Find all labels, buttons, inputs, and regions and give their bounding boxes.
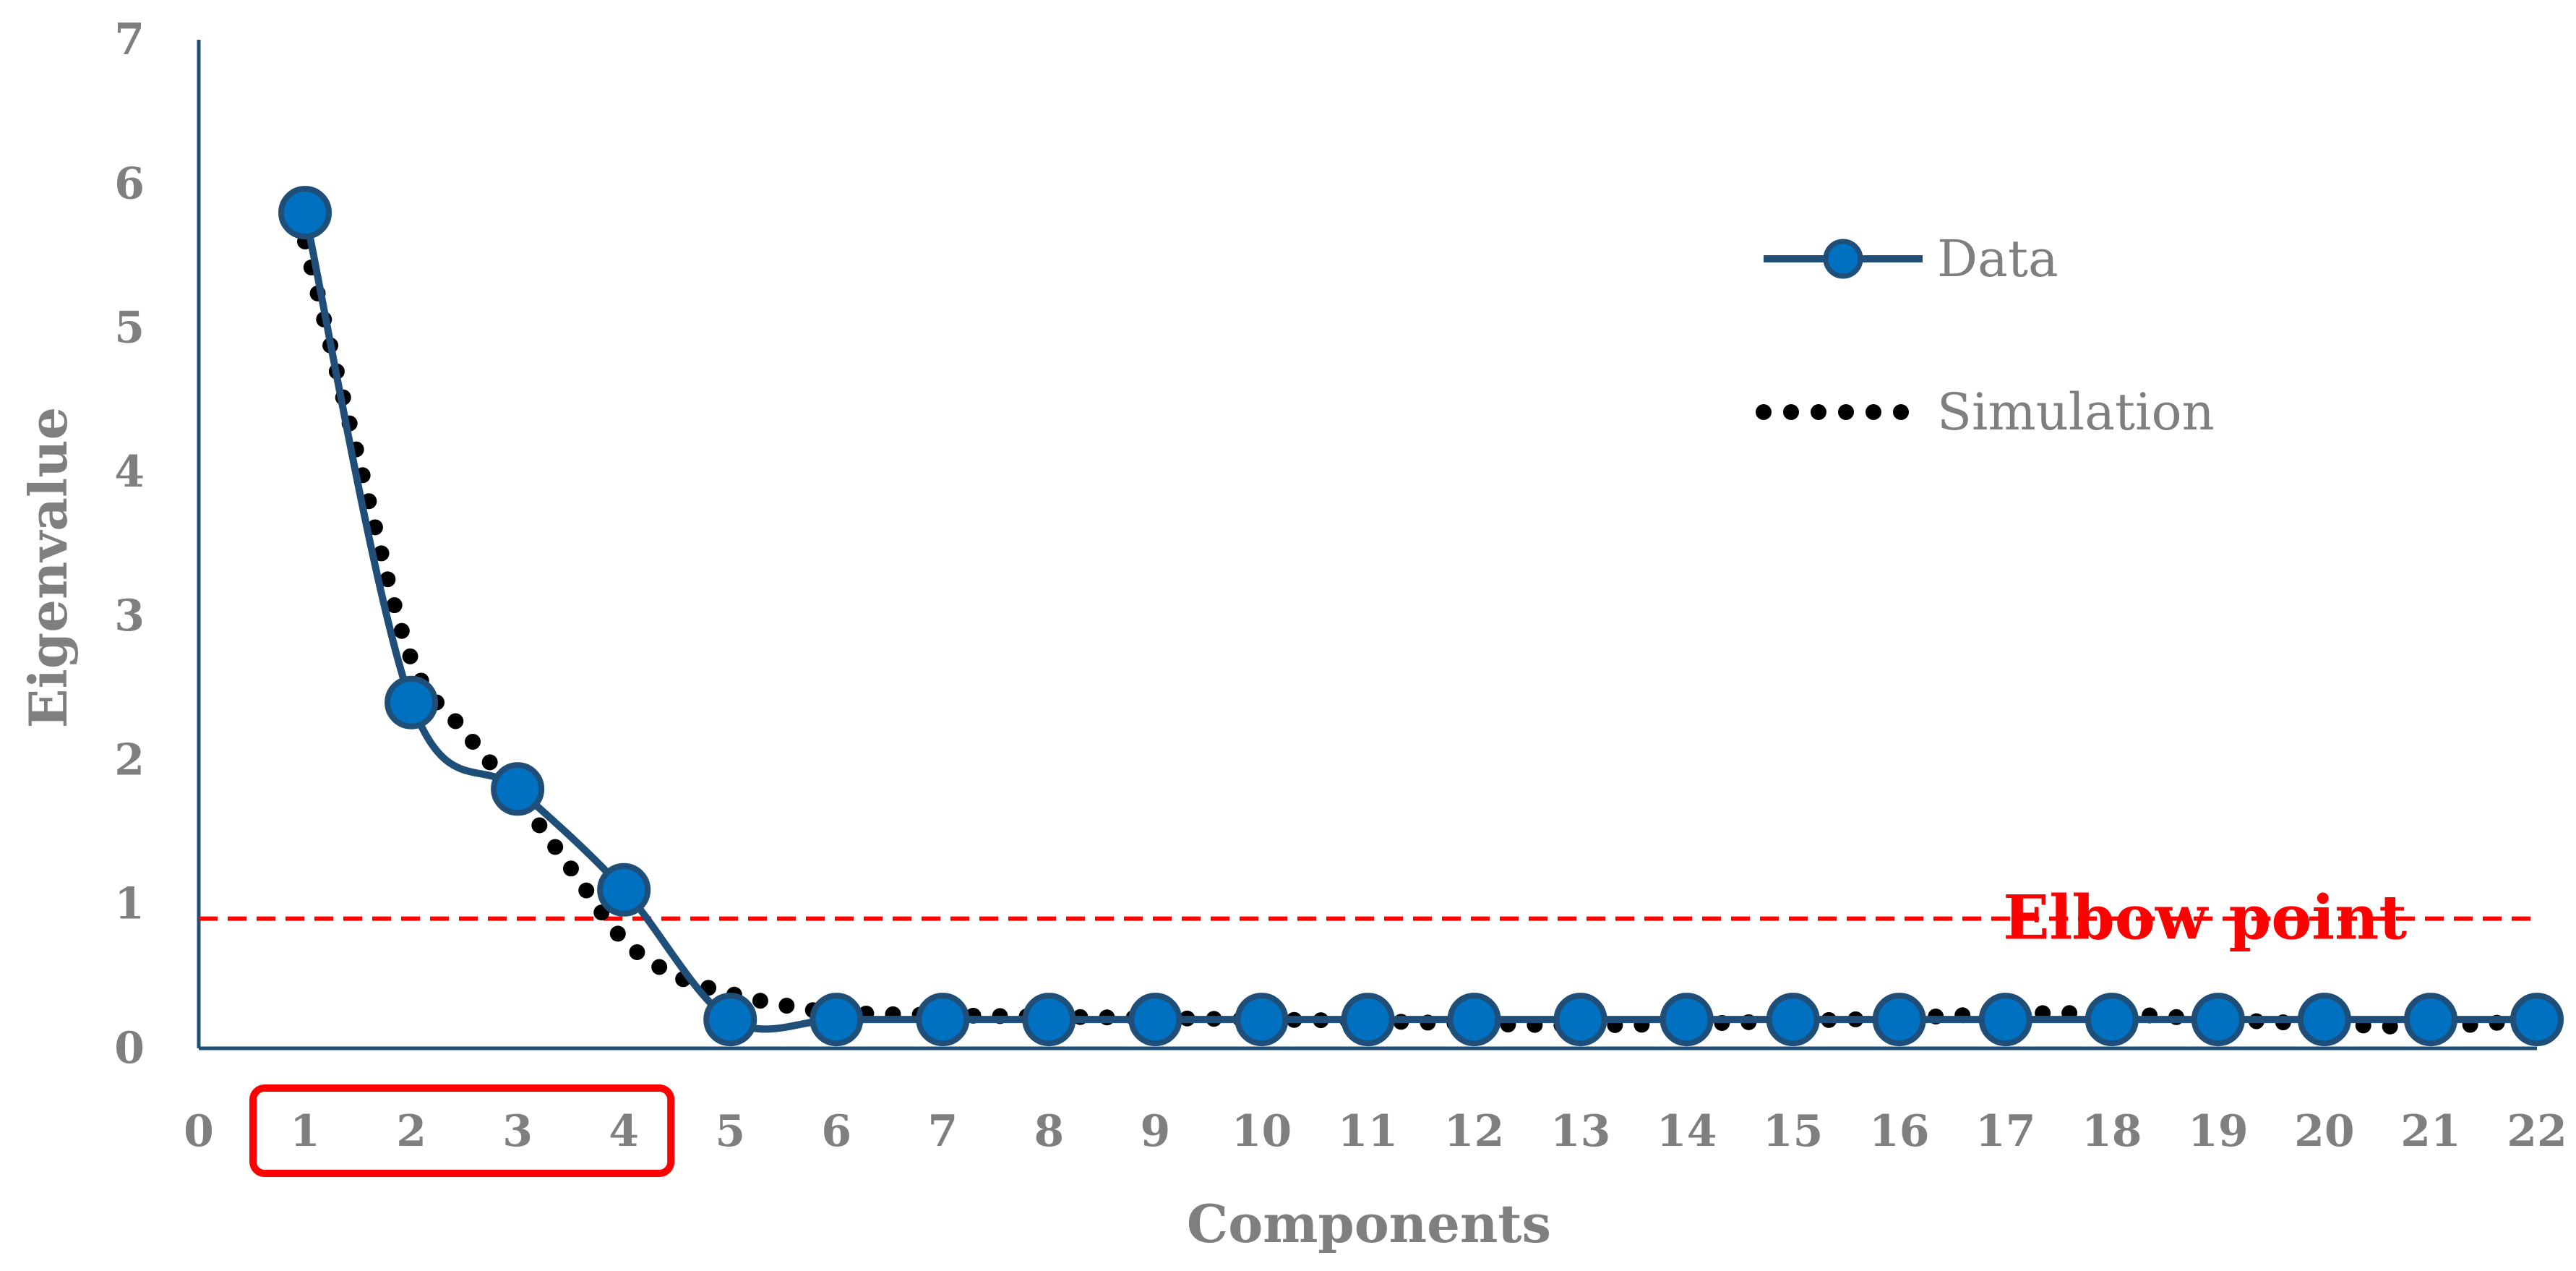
data-point-marker — [1128, 993, 1182, 1047]
x-tick-label: 22 — [2507, 1106, 2567, 1157]
y-axis-title: Eigenvalue — [17, 407, 79, 729]
elbow-point-label: Elbow point — [2003, 882, 2407, 954]
x-tick-label: 2 — [396, 1106, 426, 1157]
data-point-marker — [1447, 993, 1501, 1047]
y-tick-label: 1 — [114, 879, 145, 930]
data-point-marker — [2297, 993, 2351, 1047]
data-point-marker — [491, 762, 545, 816]
y-tick-label: 6 — [114, 158, 145, 209]
x-tick-label: 15 — [1763, 1106, 1824, 1157]
x-tick-label: 0 — [184, 1106, 214, 1157]
data-point-marker — [1660, 993, 1714, 1047]
legend: Data Simulation — [1756, 229, 2215, 442]
x-tick-label: 21 — [2400, 1106, 2461, 1157]
data-point-marker — [1766, 993, 1820, 1047]
x-axis-title: Components — [1187, 1193, 1551, 1254]
data-point-marker — [810, 993, 864, 1047]
y-tick-label: 7 — [114, 14, 145, 65]
data-point-marker — [1235, 993, 1289, 1047]
x-tick-label: 4 — [609, 1106, 639, 1157]
x-tick-label: 3 — [502, 1106, 533, 1157]
x-tick-label: 16 — [1869, 1106, 1930, 1157]
x-tick-label: 10 — [1232, 1106, 1292, 1157]
x-tick-label: 20 — [2294, 1106, 2355, 1157]
x-tick-label: 12 — [1444, 1106, 1505, 1157]
y-tick-label: 3 — [114, 591, 145, 641]
x-tick-label: 18 — [2082, 1106, 2142, 1157]
legend-label-simulation: Simulation — [1937, 382, 2215, 442]
data-point-marker — [2085, 993, 2139, 1047]
data-point-marker — [2191, 993, 2245, 1047]
y-tick-label: 0 — [114, 1023, 145, 1074]
data-point-marker — [2510, 993, 2564, 1047]
data-point-marker — [2403, 993, 2457, 1047]
x-tick-label: 14 — [1657, 1106, 1717, 1157]
x-tick-label: 6 — [821, 1106, 851, 1157]
x-tick-label: 1 — [290, 1106, 320, 1157]
data-point-marker — [597, 863, 651, 917]
data-point-marker — [385, 675, 439, 729]
data-point-marker — [1341, 993, 1395, 1047]
data-point-marker — [916, 993, 970, 1047]
legend-label-data: Data — [1937, 229, 2058, 288]
x-tick-label: 17 — [1975, 1106, 2036, 1157]
y-tick-label: 5 — [114, 303, 145, 354]
data-point-marker — [1872, 993, 1926, 1047]
x-tick-label: 8 — [1034, 1106, 1064, 1157]
x-tick-label: 9 — [1141, 1106, 1171, 1157]
y-tick-label: 2 — [114, 735, 145, 785]
data-point-marker — [1553, 993, 1607, 1047]
data-point-marker — [278, 186, 332, 240]
components-highlight-box — [249, 1084, 675, 1177]
x-tick-label: 19 — [2188, 1106, 2249, 1157]
x-tick-label: 13 — [1550, 1106, 1611, 1157]
data-point-marker — [703, 993, 757, 1047]
data-point-marker — [1022, 993, 1076, 1047]
x-tick-label: 7 — [927, 1106, 958, 1157]
x-tick-label: 5 — [715, 1106, 745, 1157]
x-tick-label: 11 — [1338, 1106, 1399, 1157]
legend-data-marker — [1823, 239, 1863, 279]
y-tick-label: 4 — [114, 447, 145, 497]
data-point-marker — [1978, 993, 2032, 1047]
